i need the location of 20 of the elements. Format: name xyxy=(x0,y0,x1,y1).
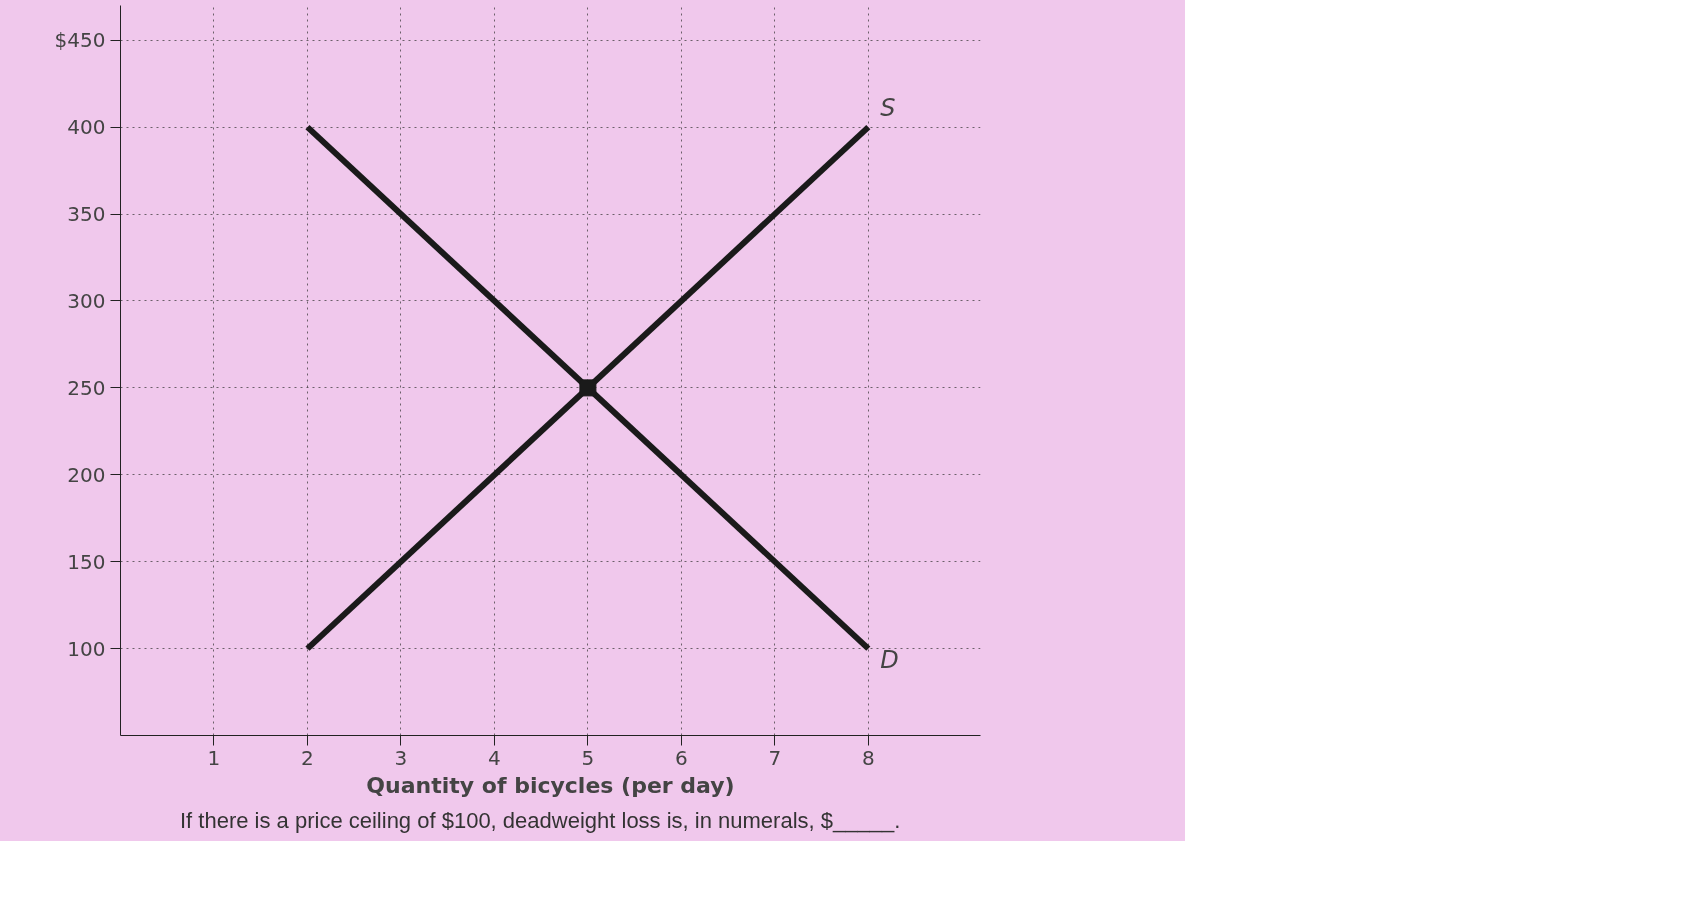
series-label: S xyxy=(880,94,896,123)
x-tick-label: 2 xyxy=(301,745,314,770)
x-tick-label: 6 xyxy=(675,745,688,770)
y-tick-label: 250 xyxy=(67,375,106,400)
series-label: D xyxy=(880,645,899,674)
x-axis-title: Quantity of bicycles (per day) xyxy=(366,772,735,798)
x-tick-label: 4 xyxy=(488,745,501,770)
y-tick-label: 300 xyxy=(67,288,106,313)
text: If there is a price ceiling of $100, deadweight loss is, in numerals, $_____. xyxy=(180,807,901,835)
y-tick-label: 100 xyxy=(67,636,106,661)
y-tick-label: $450 xyxy=(54,28,106,53)
y-tick-label: 350 xyxy=(67,202,106,227)
x-tick-label: 1 xyxy=(207,745,221,770)
x-tick-label: 3 xyxy=(394,745,408,770)
x-tick-label: 5 xyxy=(581,745,595,770)
y-tick-label: 400 xyxy=(67,115,106,140)
y-tick-label: 200 xyxy=(67,462,106,487)
x-tick-label: 7 xyxy=(768,745,782,770)
x-tick-label: 8 xyxy=(861,745,875,770)
y-tick-label: 150 xyxy=(67,549,106,574)
